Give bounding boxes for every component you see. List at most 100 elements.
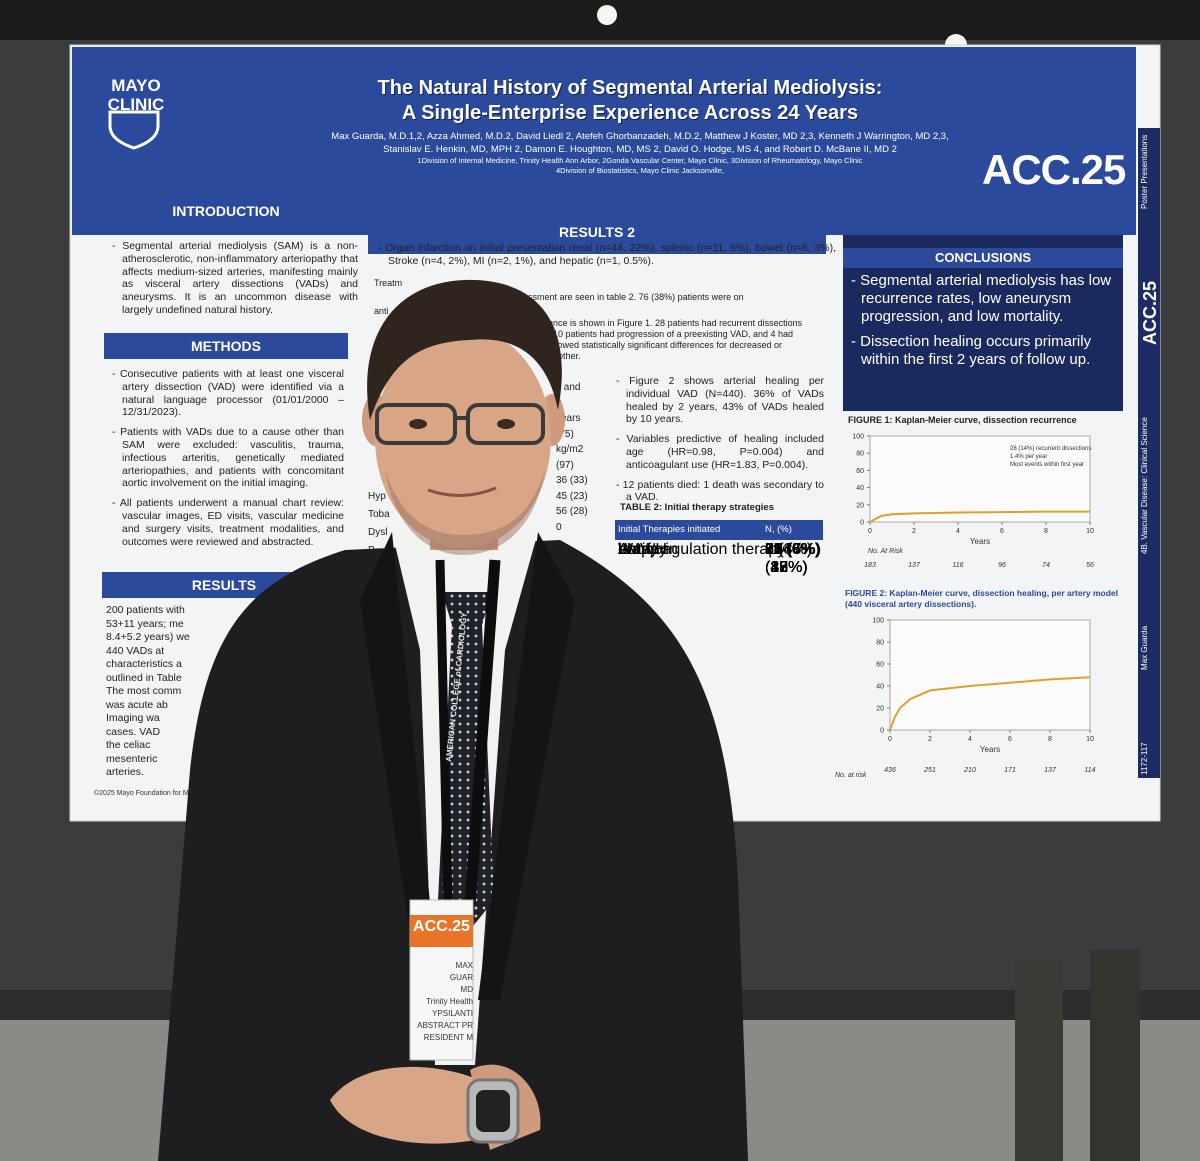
badge-line: Trinity Health <box>426 997 473 1006</box>
at-risk-label: No. At Risk <box>868 548 903 555</box>
x-tick-label: 8 <box>1048 736 1052 743</box>
section-heading: CONCLUSIONS <box>843 248 1123 268</box>
at-risk-value: 251 <box>923 767 936 774</box>
results-fragment: the celiac <box>106 739 151 751</box>
section-heading: METHODS <box>104 333 348 359</box>
at-risk-label: No. at risk <box>835 772 867 779</box>
x-tick-label: 10 <box>1086 528 1094 535</box>
y-tick-label: 100 <box>852 434 864 441</box>
at-risk-value: 183 <box>864 562 876 569</box>
y-tick-label: 60 <box>856 468 864 475</box>
logo-line: CLINIC <box>107 95 165 114</box>
table1-fragment: Hyp <box>368 491 386 502</box>
results2-fragments: ence is shown in Figure 1. 28 patients h… <box>548 318 802 362</box>
at-risk-value: 171 <box>1004 767 1016 774</box>
results2-fragment: anti <box>374 306 389 316</box>
results2-fragment: Treatm <box>374 278 403 288</box>
table-cell: rs <box>618 541 632 558</box>
table1-fragment: kg/m2 <box>556 444 584 455</box>
table-cell: erapy <box>618 541 659 558</box>
results2-fragment: , 10 patients had progression of a preex… <box>548 329 793 339</box>
figure-title: FIGURE 1: Kaplan-Meier curve, dissection… <box>848 415 1077 425</box>
footer: ©2025 Mayo Foundation for Me <box>94 790 193 797</box>
at-risk-value: 96 <box>998 562 1006 569</box>
km-curve <box>889 676 1091 731</box>
table-title: TABLE 2: Initial therapy strategies <box>620 502 774 513</box>
results-fragment: outlined in Table <box>106 671 182 684</box>
methods-item: Patients with VADs due to a cause other … <box>108 426 344 490</box>
table-cell: 57 (29%) <box>765 541 808 576</box>
badge-line: MAX <box>455 961 473 970</box>
table-cell: 23 (12%) <box>765 541 808 576</box>
results-fragment: The most comm <box>106 685 182 697</box>
table-body: Anticoagulation therapy 76 (38%) Warfarin 6… <box>615 541 823 786</box>
badge-line: GUAR <box>449 973 473 982</box>
y-tick-label: 0 <box>860 520 864 527</box>
table-cell: LMWH <box>618 541 667 558</box>
results-fragment: arteries. <box>106 766 144 778</box>
at-risk-value: 436 <box>884 767 896 774</box>
results2-fragment: another. <box>548 351 581 361</box>
table-cell: 93 (47%) <box>765 541 808 576</box>
intro-text: Segmental arterial mediolysis (SAM) is a… <box>108 240 358 317</box>
at-risk-value: 56 <box>1086 562 1094 569</box>
author-line: Stanislav E. Henkin, MD, MPH 2, Damon E.… <box>383 144 897 155</box>
annotation: Most events within first year <box>1010 462 1084 468</box>
y-tick-label: 20 <box>876 706 884 713</box>
y-tick-label: 40 <box>876 684 884 691</box>
y-tick-label: 80 <box>856 451 864 458</box>
x-axis-label: Years <box>980 745 1000 754</box>
table-cell: 65 (33%) <box>765 541 808 576</box>
author-line: Max Guarda, M.D.1,2, Azza Ahmed, M.D.2, … <box>331 131 949 142</box>
table1-fragment: years <box>556 413 581 424</box>
table-cell: herapy <box>618 541 667 558</box>
table1-fragment: Toba <box>368 509 390 520</box>
table1-fragment: 56 (28) <box>556 506 588 517</box>
table-cell: 11 (6%) <box>765 541 820 558</box>
x-tick-label: 4 <box>956 528 960 535</box>
results-fragment: 8.4+5.2 years) we <box>106 631 190 643</box>
at-risk-value: 210 <box>963 767 976 774</box>
eye <box>497 419 515 429</box>
results-fragment: was acute ab <box>106 698 168 711</box>
badge-line: MD <box>460 985 473 994</box>
x-tick-label: 6 <box>1008 736 1012 743</box>
badge-line: RESIDENT M <box>423 1033 473 1042</box>
glasses <box>466 403 545 445</box>
acc-badge: ACC.25 <box>982 146 1126 193</box>
lanyard <box>435 559 453 906</box>
x-tick-label: 0 <box>868 528 872 535</box>
y-tick-label: 40 <box>856 485 864 492</box>
table-cell: 50 (25%) <box>765 541 808 576</box>
glasses <box>375 403 457 445</box>
hand <box>330 1066 480 1144</box>
table-cell: 14 (7%) <box>765 541 822 558</box>
y-tick-label: 20 <box>856 502 864 509</box>
table-cell: 12 (6%) <box>765 541 822 558</box>
methods-item: All patients underwent a manual chart re… <box>108 497 344 548</box>
badge-line: YPSILANTI <box>432 1009 473 1018</box>
badge-band <box>410 915 473 947</box>
hair <box>367 279 562 420</box>
table1-fragment: Dysl <box>368 527 388 538</box>
results2-item: Variables predictive of healing included… <box>612 433 824 471</box>
eye <box>409 419 427 429</box>
watch-face <box>476 1090 510 1132</box>
logo-line: MAYO <box>111 76 161 95</box>
results-fragment: 53+11 years; me <box>106 617 184 630</box>
km-curve <box>869 510 1090 523</box>
plot-frame <box>889 619 1091 731</box>
x-tick-label: 4 <box>968 736 972 743</box>
x-tick-label: 10 <box>1086 736 1094 743</box>
results2-right: Figure 2 shows arterial healing per indi… <box>612 375 824 511</box>
table-cell: 93 (47%) <box>765 541 808 576</box>
annotation: 1.4% per year <box>1010 454 1047 460</box>
table-cell: 164 (82%) <box>765 541 808 576</box>
results2-item: Organ infarction on initial presentation… <box>374 242 836 268</box>
title-line: A Single-Enterprise Experience Across 24… <box>401 102 859 124</box>
x-tick-label: 8 <box>1044 528 1048 535</box>
ceiling-light <box>597 5 617 25</box>
table1-fragment: (75) <box>556 428 574 440</box>
title-line: The Natural History of Segmental Arteria… <box>377 77 883 99</box>
